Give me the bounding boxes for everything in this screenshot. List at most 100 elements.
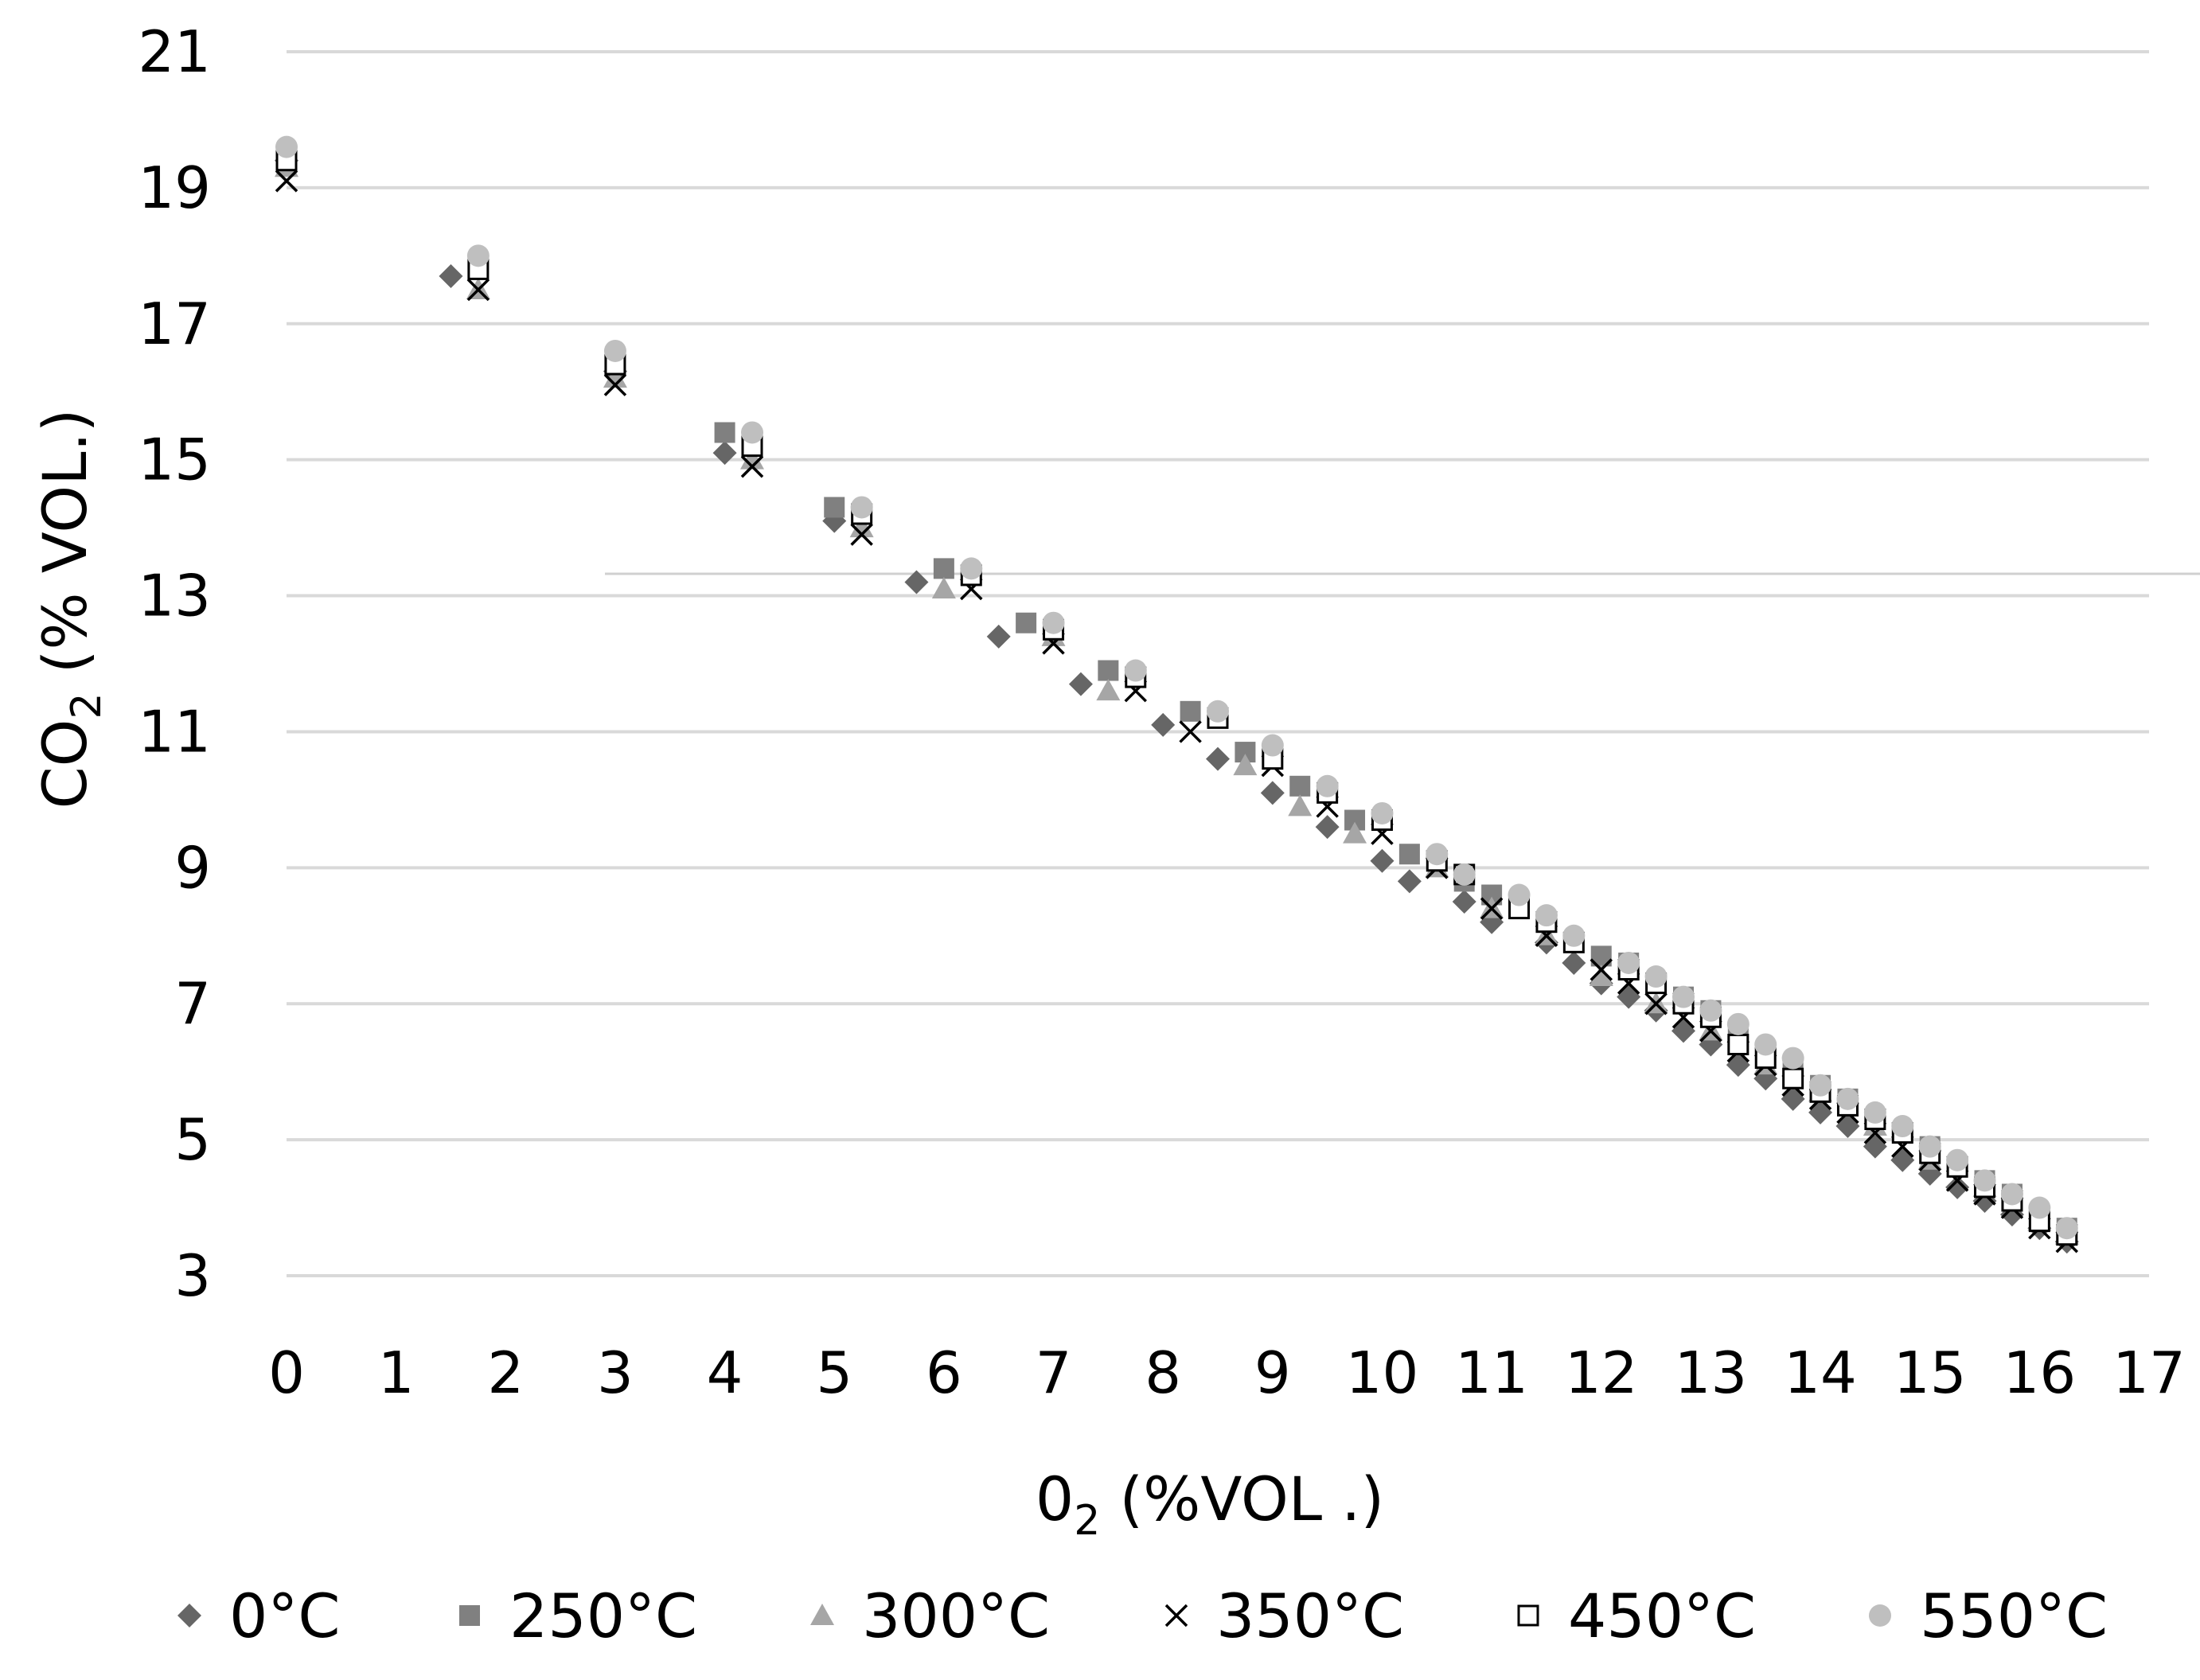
x-axis-title-main: 0: [1036, 1464, 1074, 1534]
legend-marker: [177, 1604, 201, 1627]
data-point: [1480, 897, 1504, 920]
data-point: [1671, 1019, 1695, 1043]
data-point: [2028, 1196, 2051, 1219]
x-tick-label: 13: [1675, 1339, 1748, 1406]
data-point: [849, 516, 874, 538]
legend-label: 250°C: [509, 1581, 697, 1651]
x-tick-label: 7: [1036, 1339, 1072, 1406]
data-point: [740, 447, 764, 470]
data-point: [1562, 924, 1586, 947]
data-point: [275, 135, 298, 158]
y-tick-label: 3: [174, 1242, 211, 1309]
data-point: [1726, 1012, 1749, 1035]
data-point: [1260, 781, 1285, 805]
legend-marker: [810, 1604, 834, 1625]
data-point: [1562, 950, 1586, 975]
data-point: [2055, 1217, 2078, 1240]
x-axis-ticks: 0 1 2 3 4 5 6 7 8 9 10 11 12 13 14 15 16 17: [268, 1339, 2186, 1406]
x-axis-title-subscript: 2: [1074, 1497, 1100, 1545]
data-point: [1835, 1114, 1860, 1139]
data-point: [740, 454, 764, 478]
y-axis-title-rest: (% VOL.): [29, 409, 100, 693]
data-point: [1918, 1135, 1941, 1158]
legend-item: 300°C: [810, 1581, 1050, 1651]
data-point: [603, 366, 627, 388]
legend-item: 250°C: [459, 1581, 697, 1651]
data-point: [1453, 863, 1476, 886]
data-point: [1233, 754, 1258, 776]
data-point: [439, 263, 463, 288]
y-tick-label: 9: [174, 834, 211, 901]
data-point: [1316, 774, 1339, 797]
data-point: [1973, 1169, 1996, 1192]
data-point: [603, 339, 626, 362]
data-point: [741, 421, 763, 444]
data-point: [1315, 815, 1340, 840]
data-point: [1371, 801, 1394, 824]
data-point: [1370, 848, 1395, 873]
x-tick-label: 6: [926, 1339, 962, 1406]
data-point: [714, 422, 735, 443]
x-tick-label: 5: [816, 1339, 852, 1406]
y-tick-label: 19: [138, 154, 211, 221]
data-point: [1809, 1074, 1832, 1097]
data-point: [1180, 700, 1201, 722]
data-point: [1727, 1033, 1749, 1055]
y-tick-label: 13: [138, 563, 211, 630]
x-tick-label: 9: [1254, 1339, 1291, 1406]
legend-item: 550°C: [1869, 1581, 2108, 1651]
series-1: [276, 143, 2077, 1239]
series-4: [275, 150, 2078, 1246]
data-point: [1891, 1115, 1914, 1138]
data-point: [1508, 883, 1531, 906]
data-points: [275, 135, 2079, 1254]
data-point: [1343, 821, 1367, 844]
data-point: [1068, 672, 1093, 696]
data-point: [2000, 1183, 2023, 1206]
data-point: [1289, 775, 1311, 797]
x-axis-title-rest: (%VOL .): [1100, 1464, 1384, 1534]
data-point: [1535, 904, 1558, 927]
series-2: [275, 155, 2079, 1245]
legend-item: 350°C: [1164, 1581, 1404, 1651]
y-axis-title-subscript: 2: [63, 692, 111, 719]
y-tick-label: 17: [138, 290, 211, 357]
data-point: [1644, 992, 1668, 1015]
data-point: [1151, 712, 1176, 737]
data-point: [1782, 1067, 1804, 1089]
data-point: [1726, 1053, 1750, 1078]
data-point: [1672, 985, 1695, 1008]
gridlines: [287, 50, 2149, 1277]
legend-marker: [1869, 1604, 1891, 1627]
data-point: [850, 496, 873, 519]
y-tick-label: 7: [174, 970, 211, 1037]
data-point: [1699, 999, 1722, 1022]
data-point: [1124, 659, 1147, 682]
legend-marker: [459, 1605, 480, 1626]
data-point: [1781, 1047, 1804, 1070]
data-point: [1206, 746, 1230, 771]
x-tick-label: 16: [2003, 1339, 2077, 1406]
x-tick-label: 2: [487, 1339, 524, 1406]
x-tick-label: 3: [597, 1339, 634, 1406]
data-point: [275, 170, 298, 193]
data-point: [1945, 1175, 1970, 1199]
legend: 0°C 250°C 300°C 350°C 450°C 550°C: [177, 1581, 2108, 1651]
data-point: [1946, 1148, 1969, 1171]
data-point: [1398, 844, 1420, 865]
data-point: [1096, 679, 1121, 701]
data-point: [1426, 843, 1449, 866]
data-point: [466, 278, 490, 302]
x-tick-label: 17: [2112, 1339, 2186, 1406]
data-point: [1288, 794, 1313, 817]
y-tick-label: 11: [138, 698, 211, 765]
x-axis-title: 02 (%VOL .): [1036, 1464, 1384, 1545]
data-point: [1589, 965, 1613, 987]
data-point: [466, 244, 490, 267]
x-tick-label: 12: [1565, 1339, 1638, 1406]
series-5: [275, 135, 2078, 1240]
data-point: [933, 558, 954, 579]
legend-label: 0°C: [229, 1581, 340, 1651]
legend-label: 350°C: [1216, 1581, 1404, 1651]
legend-item: 450°C: [1517, 1581, 1756, 1651]
